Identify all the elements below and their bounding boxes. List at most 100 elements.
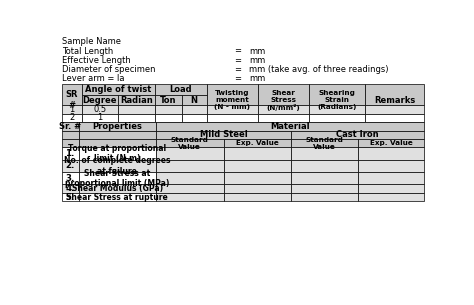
- Text: 1.: 1.: [65, 149, 75, 158]
- Bar: [118, 95, 155, 105]
- Text: mm: mm: [249, 56, 265, 65]
- Text: Properties: Properties: [92, 122, 142, 131]
- Bar: [79, 160, 156, 172]
- Text: Sr. #: Sr. #: [59, 122, 81, 131]
- Bar: [224, 160, 291, 172]
- Bar: [62, 160, 79, 172]
- Bar: [79, 148, 156, 160]
- Bar: [62, 84, 82, 105]
- Text: Torque at proportional
limit (N-m): Torque at proportional limit (N-m): [68, 144, 166, 163]
- Bar: [309, 105, 365, 113]
- Bar: [62, 113, 82, 122]
- Bar: [79, 122, 156, 131]
- Bar: [309, 113, 365, 122]
- Bar: [224, 148, 291, 160]
- Text: Remarks: Remarks: [374, 96, 415, 105]
- Text: Effective Length: Effective Length: [63, 56, 131, 65]
- Text: Angle of twist: Angle of twist: [85, 85, 151, 94]
- Bar: [62, 172, 79, 185]
- Text: mm: mm: [249, 74, 265, 83]
- Bar: [82, 84, 155, 95]
- Text: Standard
Value: Standard Value: [171, 137, 209, 150]
- Bar: [182, 95, 207, 105]
- Text: Material: Material: [270, 122, 310, 131]
- Bar: [79, 172, 156, 185]
- Text: 0.5: 0.5: [93, 105, 107, 114]
- Bar: [62, 193, 79, 201]
- Bar: [358, 185, 424, 193]
- Bar: [62, 105, 82, 113]
- Bar: [155, 84, 207, 95]
- Text: Exp. Value: Exp. Value: [236, 140, 279, 146]
- Text: =: =: [234, 74, 241, 83]
- Bar: [62, 139, 79, 148]
- Bar: [207, 105, 258, 113]
- Bar: [224, 139, 291, 148]
- Bar: [156, 131, 291, 139]
- Bar: [156, 122, 424, 131]
- Text: Ton: Ton: [160, 96, 176, 105]
- Bar: [358, 160, 424, 172]
- Bar: [224, 185, 291, 193]
- Text: Shear Stress at
proportional limit (MPa): Shear Stress at proportional limit (MPa): [65, 169, 170, 188]
- Text: Shear
Stress
(N/mm²): Shear Stress (N/mm²): [266, 90, 300, 111]
- Bar: [207, 113, 258, 122]
- Bar: [156, 193, 224, 201]
- Bar: [291, 148, 358, 160]
- Bar: [156, 160, 224, 172]
- Bar: [258, 84, 309, 105]
- Bar: [79, 193, 156, 201]
- Text: 2: 2: [69, 113, 74, 122]
- Text: SR
#: SR #: [65, 90, 78, 110]
- Text: Twisting
moment
(N - mm): Twisting moment (N - mm): [214, 90, 250, 110]
- Bar: [365, 84, 424, 105]
- Bar: [79, 139, 156, 148]
- Bar: [224, 172, 291, 185]
- Bar: [156, 139, 224, 148]
- Bar: [155, 95, 182, 105]
- Bar: [82, 105, 118, 113]
- Bar: [358, 148, 424, 160]
- Bar: [365, 105, 424, 113]
- Bar: [358, 172, 424, 185]
- Bar: [365, 113, 424, 122]
- Bar: [258, 105, 309, 113]
- Bar: [79, 131, 156, 139]
- Text: Mild Steel: Mild Steel: [200, 130, 247, 139]
- Bar: [291, 131, 424, 139]
- Bar: [291, 185, 358, 193]
- Bar: [182, 113, 207, 122]
- Text: =: =: [234, 56, 241, 65]
- Bar: [118, 105, 155, 113]
- Text: Sample Name: Sample Name: [63, 38, 121, 46]
- Text: Load: Load: [169, 85, 192, 94]
- Bar: [156, 185, 224, 193]
- Bar: [291, 160, 358, 172]
- Bar: [291, 172, 358, 185]
- Text: 1: 1: [69, 105, 74, 114]
- Text: 1: 1: [97, 113, 102, 122]
- Text: mm: mm: [249, 47, 265, 56]
- Bar: [224, 193, 291, 201]
- Text: Radian: Radian: [120, 96, 153, 105]
- Bar: [207, 84, 258, 105]
- Bar: [155, 113, 182, 122]
- Text: 2.: 2.: [65, 161, 75, 170]
- Bar: [291, 193, 358, 201]
- Text: mm (take avg. of three readings): mm (take avg. of three readings): [249, 65, 389, 74]
- Bar: [358, 193, 424, 201]
- Text: Lever arm = la: Lever arm = la: [63, 74, 125, 83]
- Bar: [156, 172, 224, 185]
- Bar: [309, 84, 365, 105]
- Text: =: =: [234, 65, 241, 74]
- Bar: [62, 122, 79, 131]
- Bar: [62, 131, 79, 139]
- Bar: [82, 113, 118, 122]
- Text: Standard
Value: Standard Value: [306, 137, 344, 150]
- Text: Degree: Degree: [82, 96, 117, 105]
- Text: 3.: 3.: [65, 174, 75, 183]
- Bar: [155, 105, 182, 113]
- Bar: [118, 113, 155, 122]
- Bar: [258, 113, 309, 122]
- Bar: [182, 105, 207, 113]
